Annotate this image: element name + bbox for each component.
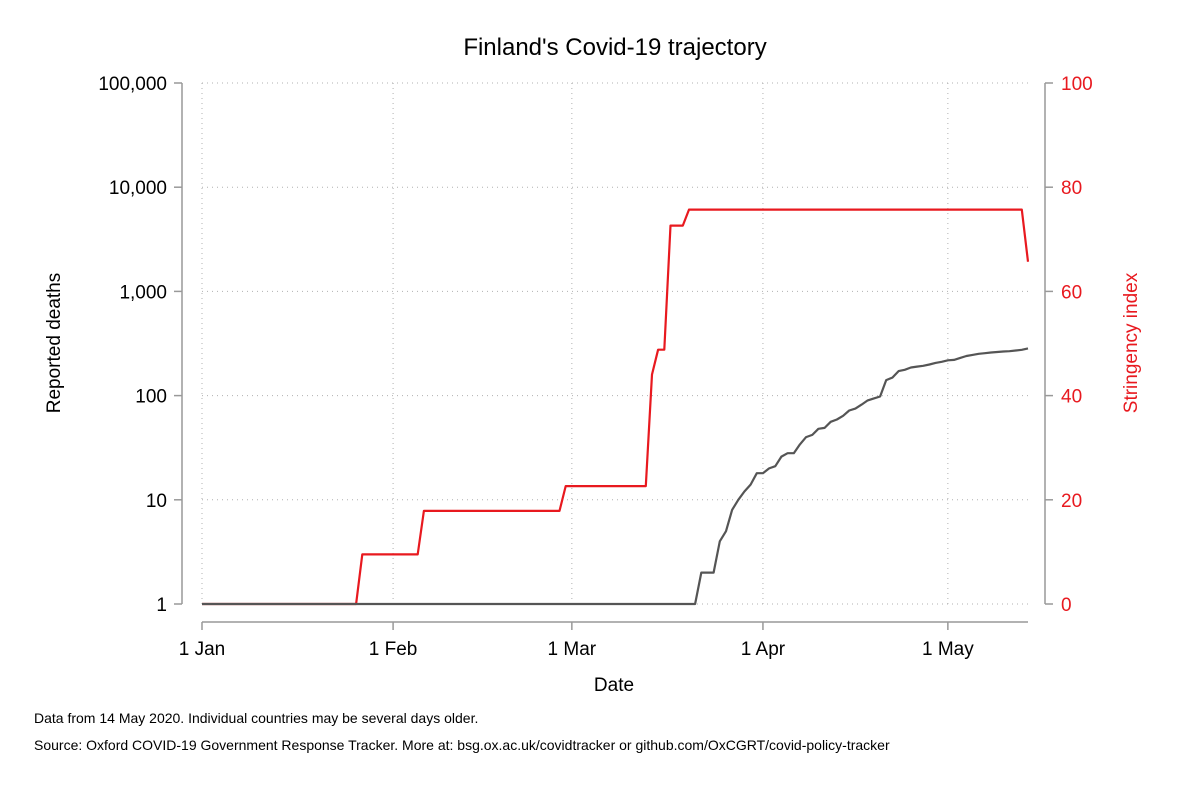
x-tick-label-2: 1 Mar — [548, 639, 597, 660]
chart-title: Finland's Covid-19 trajectory — [463, 34, 766, 61]
y-left-tick-label-1: 10 — [146, 491, 167, 512]
y-right-tick-label-2: 40 — [1061, 387, 1082, 408]
y-left-tick-label-5: 100,000 — [98, 74, 167, 95]
y-left-tick-label-0: 1 — [156, 595, 167, 616]
source-note: Source: Oxford COVID-19 Government Respo… — [34, 737, 890, 753]
axis-layer: 1 10 100 1,000 10,000 100,000 0 20 40 60 80 100 1 Ja… — [98, 74, 1092, 660]
series-layer — [202, 208, 1030, 606]
y-left-tick-label-4: 10,000 — [109, 178, 167, 199]
y-left-tick-label-2: 100 — [135, 387, 167, 408]
chart-svg: Finland's Covid-19 trajectory 1 10 100 1,00… — [44, 34, 1142, 696]
stringency-index-line — [202, 208, 1030, 606]
x-tick-label-3: 1 Apr — [741, 639, 786, 660]
reported-deaths-line — [202, 347, 1029, 606]
data-date-note: Data from 14 May 2020. Individual countr… — [34, 710, 479, 726]
x-tick-label-4: 1 May — [922, 639, 974, 660]
x-axis-label: Date — [594, 675, 634, 696]
x-tick-label-0: 1 Jan — [179, 639, 225, 660]
y-right-tick-label-5: 100 — [1061, 74, 1093, 95]
x-tick-label-1: 1 Feb — [369, 639, 418, 660]
grid-layer — [201, 82, 1028, 605]
y-right-tick-label-1: 20 — [1061, 491, 1082, 512]
y-right-tick-label-4: 80 — [1061, 178, 1082, 199]
y-left-axis-label: Reported deaths — [44, 273, 65, 414]
y-right-tick-label-0: 0 — [1061, 595, 1072, 616]
y-left-tick-label-3: 1,000 — [119, 282, 167, 303]
y-right-axis-label: Stringency index — [1121, 272, 1142, 413]
y-right-tick-label-3: 60 — [1061, 282, 1082, 303]
